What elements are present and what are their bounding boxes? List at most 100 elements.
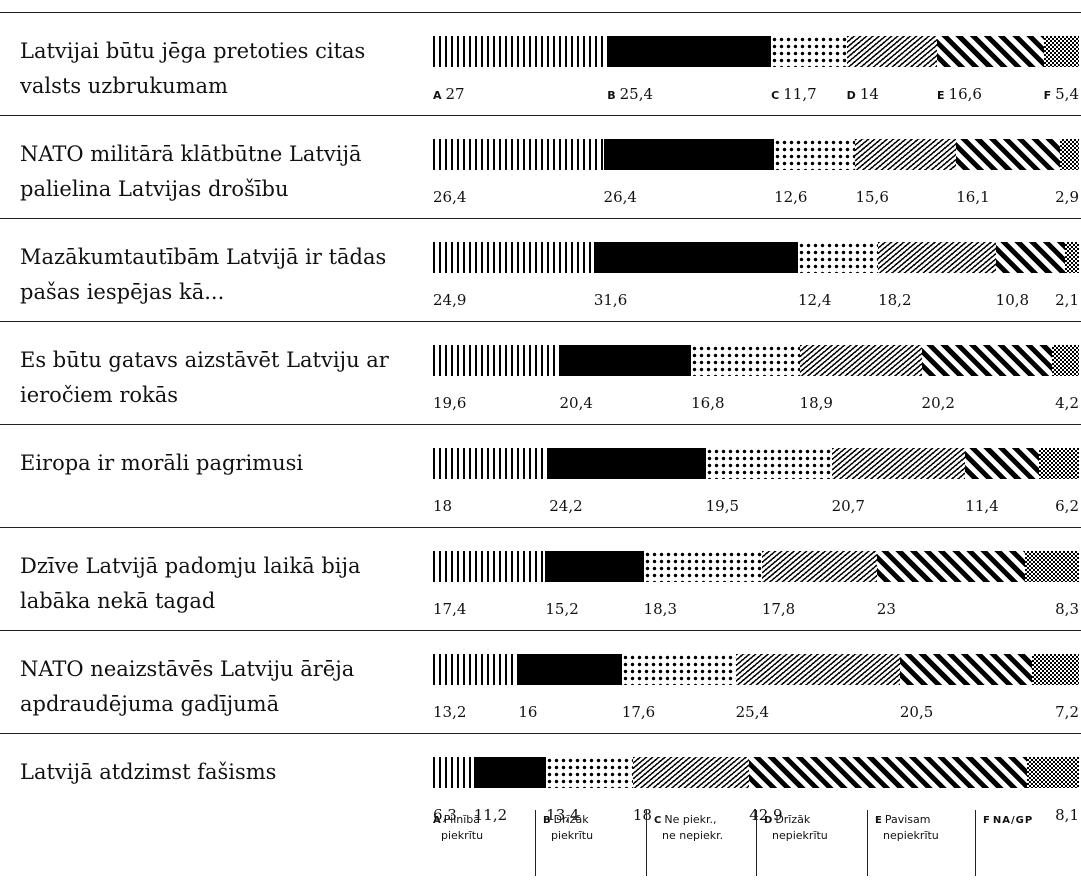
value-text: 19,5 <box>705 497 740 515</box>
legend-key-letter: C <box>654 815 662 826</box>
value-text: 23 <box>876 600 896 618</box>
bar-segment-c <box>621 654 736 685</box>
value-label-b: 16 <box>518 703 537 721</box>
bar-segment-c <box>705 448 832 479</box>
series-key-letter: A <box>433 89 442 102</box>
value-label-b: 24,2 <box>549 497 582 515</box>
value-text: 12,4 <box>797 291 832 309</box>
row-divider <box>0 321 1081 322</box>
value-text: 15,2 <box>545 600 579 618</box>
row-divider <box>0 733 1081 734</box>
bar-segment-c <box>691 345 800 376</box>
legend-key-letter: E <box>875 815 882 826</box>
value-label-c: 18,3 <box>644 600 677 618</box>
value-label-e: 20,5 <box>900 703 933 721</box>
row-label: NATO militārā klātbūtne Latvijā palielin… <box>20 142 362 201</box>
value-text: 13,2 <box>433 703 467 721</box>
value-text: 27 <box>445 85 465 103</box>
legend-text-line2: ne nepiekr. <box>662 829 724 842</box>
series-key-letter: B <box>607 89 616 102</box>
stacked-bar <box>433 345 1079 376</box>
legend-text-line2: piekrītu <box>551 829 594 842</box>
bar-segment-b <box>473 757 547 788</box>
bar-segment-d <box>855 139 957 170</box>
value-text: 25,4 <box>735 703 770 721</box>
value-label-a: 24,9 <box>433 291 466 309</box>
chart-row: Dzīve Latvijā padomju laikā bija labāka … <box>0 527 1081 630</box>
value-label-b: 31,6 <box>594 291 627 309</box>
value-text: 18 <box>433 497 453 515</box>
value-text: 18 <box>632 806 652 824</box>
bar-segment-d <box>799 345 922 376</box>
legend-separator <box>975 810 976 876</box>
value-text: 20,4 <box>559 394 593 412</box>
row-label: NATO neaizstāvēs Latviju ārēja apdraudēj… <box>20 657 355 716</box>
value-label-a: 18 <box>433 497 452 515</box>
row-label: Dzīve Latvijā padomju laikā bija labāka … <box>20 554 361 613</box>
bar-segment-f <box>1026 757 1079 788</box>
value-text: 17,6 <box>621 703 656 721</box>
bar-segment-d <box>846 36 937 67</box>
value-text: 19,6 <box>433 394 467 412</box>
value-text: 16,1 <box>956 188 990 206</box>
bar-segment-d <box>831 448 966 479</box>
value-text: 11,2 <box>473 806 508 824</box>
value-label-e: 10,8 <box>996 291 1029 309</box>
bar-segment-e <box>965 448 1039 479</box>
row-label: Es būtu gatavs aizstāvēt Latviju ar iero… <box>20 348 389 407</box>
value-label-c: 12,6 <box>774 188 807 206</box>
bar-segment-a <box>433 757 474 788</box>
bar-segment-c <box>797 242 879 273</box>
value-text: 2,1 <box>1055 291 1079 309</box>
bar-segment-d <box>735 654 900 685</box>
stacked-bar <box>433 551 1079 582</box>
chart-row: Eiropa ir morāli pagrimusi 18 24,2 19,5 20,7… <box>0 424 1081 527</box>
stacked-bar <box>433 448 1079 479</box>
value-label-d: 15,6 <box>855 188 888 206</box>
legend-key-letter: B <box>543 815 551 826</box>
value-label-e: 42,9 <box>749 806 782 824</box>
bar-segment-f <box>1044 36 1079 67</box>
legend-text-line2: nepiekrītu <box>772 829 828 842</box>
legend-key-letter: D <box>764 815 773 826</box>
value-label-a: 13,2 <box>433 703 466 721</box>
value-label-a: 17,4 <box>433 600 466 618</box>
value-text: 16,8 <box>691 394 725 412</box>
value-label-e: 11,4 <box>965 497 998 515</box>
value-label-d: 18,2 <box>878 291 911 309</box>
legend-text-line1: Pilnībā <box>443 813 481 826</box>
legend-text-line1: NA/GP <box>992 815 1034 826</box>
stacked-bar <box>433 242 1079 273</box>
bar-segment-e <box>749 757 1027 788</box>
legend-item-e: E Pavisam nepiekrītu <box>875 812 939 878</box>
value-label-c: 13,4 <box>546 806 579 824</box>
bar-segment-c <box>546 757 633 788</box>
chart-row: Es būtu gatavs aizstāvēt Latviju ar iero… <box>0 321 1081 424</box>
value-label-f: 8,3 <box>1055 600 1079 618</box>
legend-separator <box>535 810 536 876</box>
value-label-d: D 14 <box>847 85 879 103</box>
bar-segment-e <box>956 139 1061 170</box>
value-text: 14 <box>859 85 879 103</box>
bar-segment-b <box>559 345 692 376</box>
row-divider <box>0 424 1081 425</box>
value-text: 17,8 <box>761 600 796 618</box>
chart-row: Mazākumtautībām Latvijā ir tādas pašas i… <box>0 218 1081 321</box>
bar-segment-e <box>995 242 1066 273</box>
bar-segment-c <box>774 139 856 170</box>
row-divider <box>0 218 1081 219</box>
legend-text-line2: nepiekrītu <box>883 829 939 842</box>
value-text: 24,9 <box>433 291 467 309</box>
legend-text-line1: Pavisam <box>884 813 931 826</box>
value-label-a: 6,3 <box>433 806 457 824</box>
chart-row: Latvijai būtu jēga pretoties citas valst… <box>0 12 1081 115</box>
series-key-letter: F <box>1043 89 1052 102</box>
value-label-c: C 11,7 <box>771 85 816 103</box>
value-text: 13,4 <box>546 806 580 824</box>
legend-item-c: C Ne piekr., ne nepiekr. <box>654 812 723 878</box>
bar-segment-f <box>1038 448 1079 479</box>
value-text: 17,4 <box>433 600 467 618</box>
legend-item-a: A Pilnībā piekrītu <box>433 812 483 878</box>
value-text: 4,2 <box>1055 394 1079 412</box>
value-label-d: 25,4 <box>736 703 769 721</box>
